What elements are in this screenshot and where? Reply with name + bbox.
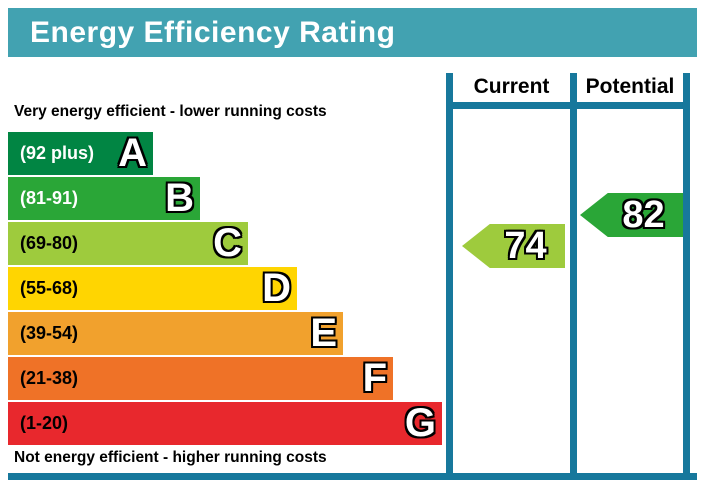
potential-column-header: Potential xyxy=(585,75,675,98)
band-letter: A xyxy=(118,131,147,175)
band-row-e: (39-54) E xyxy=(8,312,343,355)
top-note: Very energy efficient - lower running co… xyxy=(14,103,327,120)
potential-rating-value: 82 xyxy=(622,193,665,236)
band-range-label: (55-68) xyxy=(20,278,79,298)
band-range-label: (39-54) xyxy=(20,323,79,343)
band-range-label: (21-38) xyxy=(20,368,79,388)
table-border-left-line xyxy=(446,73,453,473)
page-title: Energy Efficiency Rating xyxy=(30,15,396,49)
band-letter: C xyxy=(213,221,242,265)
potential-rating-arrow: 82 xyxy=(580,193,683,237)
band-row-f: (21-38) F xyxy=(8,357,393,400)
band-row-b: (81-91) B xyxy=(8,177,200,220)
band-row-c: (69-80) C xyxy=(8,222,248,265)
band-range-label: (92 plus) xyxy=(20,143,95,163)
band-row-g: (1-20) G xyxy=(8,402,442,445)
table-column-divider-line xyxy=(570,73,577,473)
band-range-label: (1-20) xyxy=(20,413,69,433)
table-border-right-line xyxy=(683,73,690,473)
band-row-a: (92 plus) A xyxy=(8,132,153,175)
current-rating-arrow: 74 xyxy=(462,224,565,268)
band-letter: F xyxy=(362,356,387,400)
current-rating-value: 74 xyxy=(504,224,547,267)
bottom-note: Not energy efficient - higher running co… xyxy=(14,449,327,466)
band-letter: E xyxy=(310,311,337,355)
chart-bottom-border-line xyxy=(8,473,697,480)
band-letter: D xyxy=(262,266,291,310)
table-header-underline xyxy=(446,102,690,109)
band-range-label: (81-91) xyxy=(20,188,79,208)
current-column-header: Current xyxy=(473,75,550,98)
band-row-d: (55-68) D xyxy=(8,267,297,310)
band-letter: B xyxy=(165,176,194,220)
band-range-label: (69-80) xyxy=(20,233,79,253)
title-bar: Energy Efficiency Rating xyxy=(8,8,697,57)
band-letter: G xyxy=(404,401,436,445)
